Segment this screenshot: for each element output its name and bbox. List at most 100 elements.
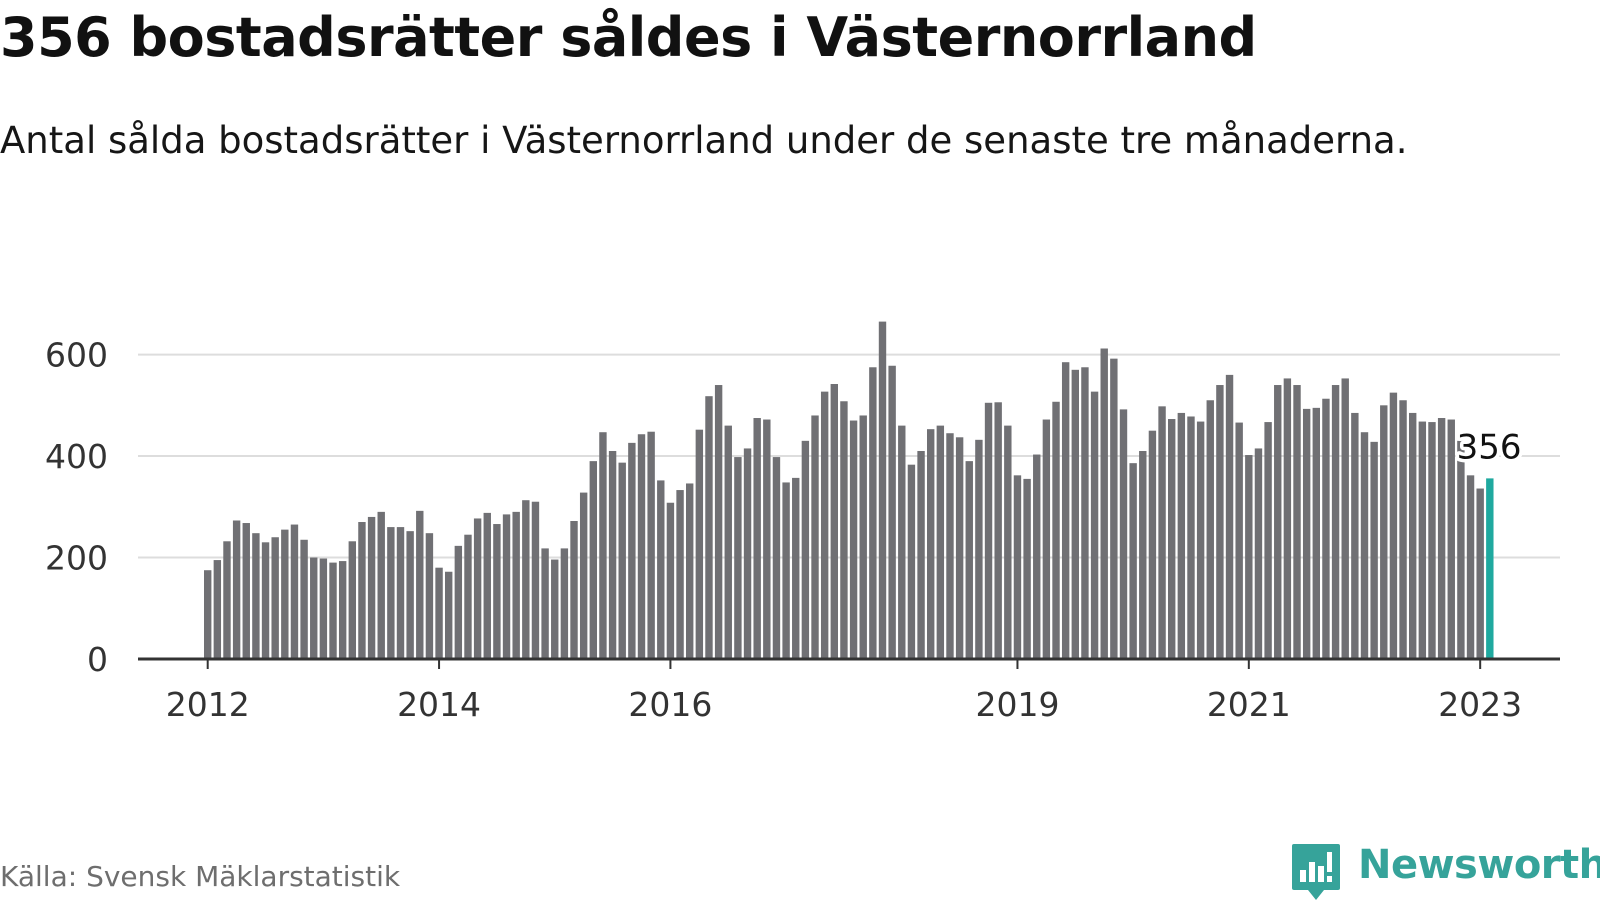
bar <box>599 432 607 659</box>
source-credit: Källa: Svensk Mäklarstatistik <box>0 860 401 893</box>
bar <box>753 418 761 659</box>
bar <box>1409 412 1417 659</box>
bar <box>531 501 540 659</box>
y-axis: 0 200 400 600 <box>45 336 108 679</box>
bar <box>1216 385 1224 659</box>
bar <box>1004 425 1012 659</box>
bar <box>1196 421 1205 659</box>
bar <box>1437 418 1446 659</box>
bar <box>782 482 790 659</box>
bar <box>464 534 472 659</box>
bar <box>483 512 491 659</box>
bar <box>637 434 646 659</box>
bar <box>329 562 337 659</box>
bar <box>396 527 405 659</box>
bar <box>338 561 347 659</box>
x-axis: 2012 2014 2016 2019 2021 2023 <box>138 657 1560 724</box>
bar <box>261 542 270 659</box>
x-tick-label: 2021 <box>1207 685 1291 724</box>
bar <box>849 420 858 659</box>
bar <box>1245 455 1253 659</box>
x-tick-label: 2019 <box>975 685 1059 724</box>
bar <box>589 461 597 659</box>
bar <box>1322 398 1330 659</box>
bar <box>917 450 925 659</box>
bar <box>743 448 752 659</box>
bar <box>570 521 578 659</box>
bar <box>1341 378 1349 659</box>
bar <box>416 510 424 659</box>
bar <box>1187 416 1195 659</box>
bar <box>213 560 222 659</box>
bar <box>1360 432 1369 659</box>
y-tick-label: 400 <box>45 437 108 476</box>
bar <box>965 461 973 659</box>
bar <box>772 457 781 659</box>
bar <box>204 570 212 659</box>
bar <box>232 520 241 659</box>
bar <box>319 558 328 659</box>
x-tick-label: 2014 <box>397 685 481 724</box>
bar <box>792 477 800 660</box>
bar <box>367 516 376 659</box>
bar <box>1399 400 1407 659</box>
bar <box>869 367 877 659</box>
bar <box>1129 463 1137 659</box>
bar <box>271 537 279 659</box>
y-tick-label: 200 <box>45 539 108 578</box>
bar <box>801 440 810 659</box>
bar <box>242 523 250 659</box>
bar <box>820 391 829 660</box>
chart-subtitle: Antal sålda bostadsrätter i Västernorrla… <box>0 119 1408 162</box>
bar <box>1447 419 1455 659</box>
bar <box>1206 400 1214 659</box>
bar <box>705 396 713 659</box>
bar <box>1100 348 1108 659</box>
bar <box>1061 362 1070 659</box>
bar <box>657 480 665 659</box>
bar <box>310 557 318 659</box>
bar <box>898 425 906 659</box>
bar <box>763 419 771 659</box>
bar <box>608 450 617 659</box>
chart-title: 356 bostadsrätter såldes i Västernorrlan… <box>0 6 1257 69</box>
bar <box>348 541 356 659</box>
bar <box>300 539 308 659</box>
bar <box>695 429 704 659</box>
bar <box>975 439 983 659</box>
bar <box>551 559 559 659</box>
bar <box>1264 422 1272 659</box>
bar <box>1013 475 1022 659</box>
bar <box>579 492 588 659</box>
y-tick-label: 600 <box>45 336 108 375</box>
bar <box>927 429 935 659</box>
bar <box>522 500 530 659</box>
bar <box>1235 422 1243 659</box>
bar <box>1351 412 1359 659</box>
bar <box>473 518 482 659</box>
bar <box>647 431 655 659</box>
bar <box>811 415 819 659</box>
bar <box>1389 392 1398 659</box>
bar <box>1148 430 1157 659</box>
bar <box>859 415 867 659</box>
bar <box>1081 367 1089 659</box>
bar <box>1466 475 1475 659</box>
bar <box>878 321 887 659</box>
bar <box>1428 422 1436 659</box>
bar <box>618 462 626 659</box>
bar <box>1312 407 1320 659</box>
bar <box>686 483 694 659</box>
bar <box>560 548 569 659</box>
bar <box>358 522 366 659</box>
bar <box>1052 401 1060 659</box>
bar <box>1042 419 1051 659</box>
bar-chart: 2012 2014 2016 2019 2021 2023 0 200 400 600 356 <box>45 321 1560 724</box>
bar <box>1090 391 1099 660</box>
bar <box>1033 454 1041 659</box>
bar <box>1023 478 1031 659</box>
bar <box>425 533 434 659</box>
bar <box>936 425 945 659</box>
bar <box>377 511 385 659</box>
bar <box>1071 369 1079 659</box>
